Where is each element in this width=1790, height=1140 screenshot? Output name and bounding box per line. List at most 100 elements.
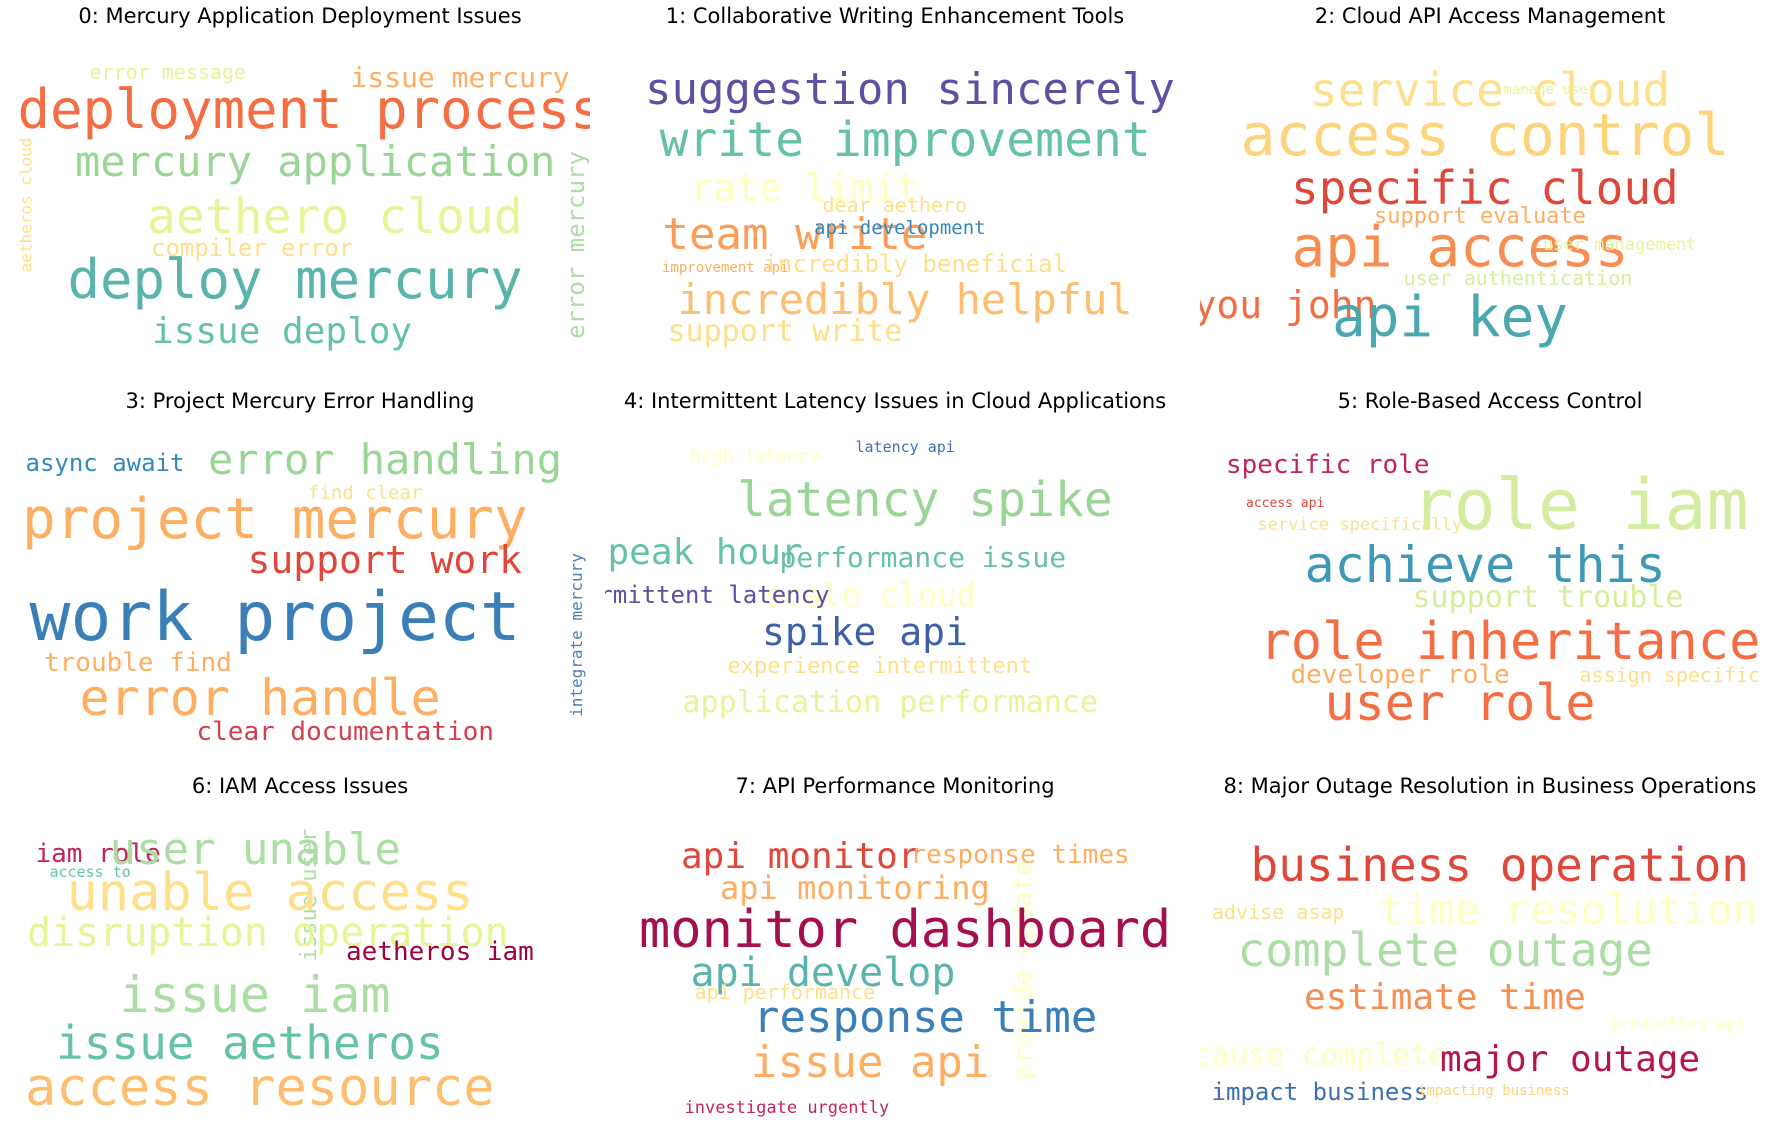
word-peak-hour: peak hour	[607, 532, 803, 573]
word-support-work: support work	[247, 538, 523, 582]
word-aetheros-cloud: aetheros cloud	[15, 137, 35, 273]
word-write-improvement: write improvement	[659, 112, 1151, 168]
word-scale-cloud: scale cloud	[764, 576, 976, 614]
wordcloud: deployment process mercury application aet…	[10, 0, 590, 370]
word-performance-issue: performance issue	[779, 541, 1067, 574]
word-specific-cloud: specific cloud	[1291, 161, 1679, 215]
word-deploy-mercury: deploy mercury	[67, 248, 523, 311]
word-error-handle: error handle	[79, 669, 441, 727]
word-business-operation: business operation	[1250, 838, 1750, 892]
word-dear-aethero: dear aethero	[822, 193, 968, 217]
word-project-mercury: project mercury	[22, 487, 528, 552]
word-rate-limit: rate limit	[690, 166, 920, 210]
word-time-resolution: time resolution	[1378, 885, 1758, 934]
word-impacting-business: impacting business	[1418, 1083, 1570, 1099]
word-service-cloud: service cloud	[1310, 63, 1671, 117]
word-advise-asap: advise asap	[1212, 900, 1345, 924]
word-achieve-this: achieve this	[1304, 536, 1666, 594]
panel-title: 1: Collaborative Writing Enhancement Too…	[665, 4, 1125, 28]
word-intermittent-latency: intermittent latency	[605, 581, 830, 609]
word-error-mercury: error mercury	[561, 151, 590, 339]
word-user-management: user management	[1543, 234, 1697, 255]
word-deployment-process: deployment process	[17, 78, 591, 141]
word-incredibly-helpful: incredibly helpful	[677, 275, 1133, 324]
word-production-api: production api	[1610, 1014, 1746, 1033]
word-mercury-application: mercury application	[75, 137, 556, 186]
word-unable-access: unable access	[66, 863, 474, 923]
word-application-performance: application performance	[682, 685, 1098, 720]
wordcloud: suggestion sincerely write improvement rat…	[605, 0, 1185, 370]
word-compiler-error: compiler error	[151, 234, 354, 262]
word-user-authentication: user authentication	[1403, 266, 1633, 290]
word-error-handling: error handling	[208, 435, 563, 484]
wordcloud-panel-3: 3: Project Mercury Error Handling async …	[10, 385, 590, 755]
word-issue-mercury: issue mercury	[350, 61, 570, 94]
wordcloud-panel-8: 8: Major Outage Resolution in Business O…	[1200, 770, 1780, 1140]
word-latency-api: latency api	[855, 437, 955, 456]
panel-title: 2: Cloud API Access Management	[1314, 4, 1666, 28]
wordcloud-panel-1: 1: Collaborative Writing Enhancement Too…	[605, 0, 1185, 370]
word-impact-business: impact business	[1211, 1078, 1429, 1106]
panel-title: 6: IAM Access Issues	[191, 774, 409, 798]
panel-title: 4: Intermittent Latency Issues in Cloud …	[623, 389, 1167, 413]
word-trouble-find: trouble find	[44, 648, 232, 678]
word-issue-aetheros: issue aetheros	[56, 1016, 444, 1070]
word-specific-role: specific role	[1226, 450, 1430, 480]
wordcloud-panel-5: 5: Role-Based Access Control specific ro…	[1200, 385, 1780, 755]
word-improvement-api: improvement api	[662, 260, 789, 276]
wordcloud-panel-2: 2: Cloud API Access Management service c…	[1200, 0, 1780, 370]
word-access-to: access to	[49, 862, 131, 881]
word-async-await: async await	[25, 449, 185, 477]
word-access-control: access control	[1240, 101, 1730, 169]
word-clear-documentation: clear documentation	[196, 717, 494, 747]
word-service-specifically: service specifically	[1257, 514, 1463, 535]
word-spike-api: spike api	[762, 610, 968, 654]
word-work-project: work project	[29, 578, 521, 657]
word-user-unable: user unable	[109, 824, 401, 875]
word-disruption-operation: disruption operation	[27, 910, 509, 956]
word-api-monitor: api monitor	[681, 836, 920, 877]
word-iam-role: iam role	[35, 839, 161, 869]
word-latency-spike: latency spike	[737, 472, 1113, 528]
word-support-write: support write	[667, 314, 903, 349]
word-role-iam: role iam	[1411, 464, 1749, 546]
word-complete-outage: complete outage	[1237, 923, 1653, 977]
word-user-role: user role	[1324, 674, 1596, 732]
word-find-clear: find clear	[308, 481, 423, 504]
word-api-performance: api performance	[694, 980, 876, 1004]
word-team-write: team write	[662, 209, 928, 260]
word-you-john: you john	[1200, 283, 1377, 327]
word-experience-intermittent: experience intermittent	[727, 654, 1033, 679]
word-high-latency: high latency	[690, 446, 821, 467]
word-issue-iam: issue iam	[119, 966, 391, 1024]
word-response-times: response times	[910, 840, 1130, 870]
word-manage-user: manage user	[1503, 82, 1597, 98]
word-provide-update: provide update	[1008, 860, 1039, 1080]
word-developer-role: developer role	[1290, 660, 1510, 690]
word-api-key: api key	[1332, 285, 1569, 350]
word-cause-complete: cause complete	[1200, 1038, 1447, 1073]
word-integrate-mercury: integrate mercury	[566, 553, 586, 717]
word-api-develop: api develop	[690, 950, 956, 996]
word-issue-deploy: issue deploy	[152, 311, 413, 352]
wordcloud-panel-0: 0: Mercury Application Deployment Issues…	[10, 0, 590, 370]
word-aetheros-iam: aetheros iam	[346, 937, 534, 967]
wordcloud: business operation advise asap time resolu…	[1200, 770, 1780, 1140]
wordcloud: iam role user unable access to issue user un…	[10, 770, 590, 1140]
wordcloud: api monitor response times provide update a…	[605, 770, 1185, 1140]
panel-title: 3: Project Mercury Error Handling	[125, 389, 475, 413]
word-suggestion-sincerely: suggestion sincerely	[645, 64, 1175, 115]
panel-title: 5: Role-Based Access Control	[1337, 389, 1643, 413]
panel-title: 8: Major Outage Resolution in Business O…	[1223, 774, 1757, 798]
word-api-development: api development	[814, 216, 986, 239]
panel-title: 7: API Performance Monitoring	[735, 774, 1055, 798]
word-major-outage: major outage	[1440, 1039, 1701, 1080]
wordcloud-panel-4: 4: Intermittent Latency Issues in Cloud …	[605, 385, 1185, 755]
word-incredibly-beneficial: incredibly beneficial	[763, 250, 1067, 278]
wordcloud-panel-6: 6: IAM Access Issues iam role user unable…	[10, 770, 590, 1140]
word-assign-specific: assign specific	[1579, 663, 1761, 687]
word-support-evaluate: support evaluate	[1374, 204, 1586, 229]
word-monitor-dashboard: monitor dashboard	[639, 900, 1172, 960]
wordcloud: async await error handling find clear proje…	[10, 385, 590, 755]
word-support-trouble: support trouble	[1412, 580, 1684, 615]
